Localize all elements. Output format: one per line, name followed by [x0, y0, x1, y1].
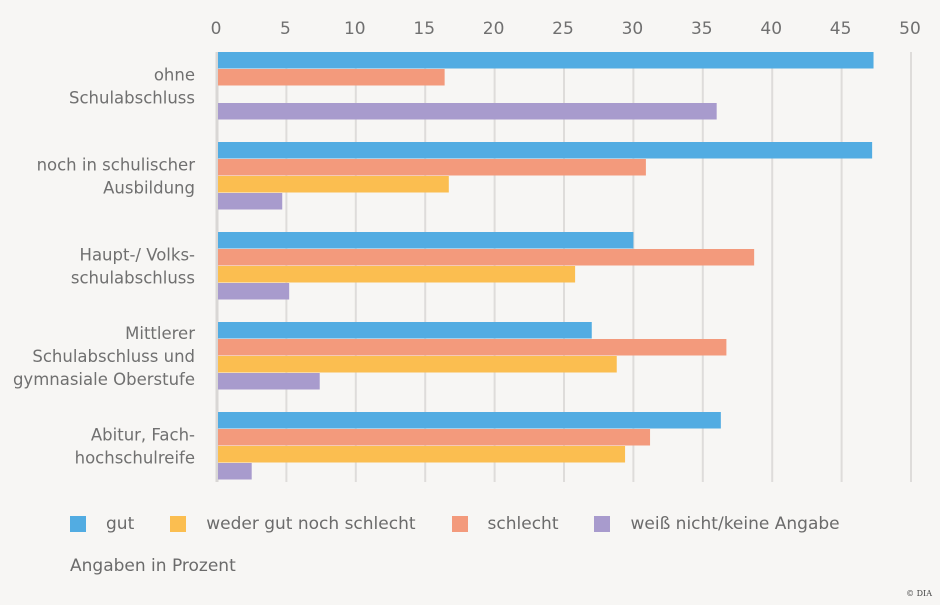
category-label: noch in schulischer: [37, 156, 196, 175]
category-label: Mittlerer: [125, 324, 195, 343]
copyright-credit: © DIA: [906, 589, 932, 598]
legend-item: weiß nicht/keine Angabe: [594, 514, 840, 534]
x-tick-label: 45: [830, 19, 852, 39]
legend-swatch: [170, 516, 187, 532]
bar-gut: [218, 52, 874, 69]
category-label: Abitur, Fach-: [91, 426, 195, 445]
legend: gut weder gut noch schlecht schlecht weiß n…: [70, 514, 876, 534]
category-label: schulabschluss: [71, 269, 195, 288]
bar-schlecht: [218, 159, 646, 176]
x-tick-label: 15: [413, 19, 435, 39]
category-label: Haupt-/ Volks-: [80, 246, 196, 265]
x-tick-label: 20: [483, 19, 505, 39]
bar-schlecht: [218, 429, 651, 446]
legend-item: gut: [70, 514, 134, 534]
bar-wei-nicht-keine-angabe: [218, 283, 290, 300]
bar-weder-gut-noch-schlecht: [218, 446, 626, 463]
legend-label: weder gut noch schlecht: [206, 514, 416, 534]
x-tick-label: 30: [622, 19, 644, 39]
legend-swatch: [451, 516, 468, 532]
legend-swatch: [70, 516, 86, 532]
x-tick-label: 25: [552, 19, 574, 39]
bar-wei-nicht-keine-angabe: [218, 103, 717, 120]
category-label: ohne: [154, 66, 195, 85]
bar-weder-gut-noch-schlecht: [218, 176, 449, 193]
x-tick-label: 40: [760, 19, 782, 39]
bar-weder-gut-noch-schlecht: [218, 356, 617, 373]
x-tick-label: 50: [899, 19, 921, 39]
bar-wei-nicht-keine-angabe: [218, 373, 320, 390]
bar-gut: [218, 412, 721, 429]
legend-item: schlecht: [451, 514, 559, 534]
legend-label: schlecht: [487, 514, 559, 534]
bar-schlecht: [218, 339, 727, 356]
x-tick-label: 0: [211, 19, 222, 39]
category-label: Ausbildung: [103, 179, 195, 198]
bar-gut: [218, 142, 873, 159]
legend-swatch: [594, 516, 611, 532]
legend-label: weiß nicht/keine Angabe: [630, 514, 840, 534]
unit-note: Angaben in Prozent: [70, 556, 236, 576]
x-tick-label: 35: [691, 19, 713, 39]
bar-gut: [218, 232, 634, 249]
x-tick-label: 10: [344, 19, 366, 39]
category-label: Schulabschluss und: [32, 347, 195, 366]
bar-schlecht: [218, 69, 445, 86]
bar-schlecht: [218, 249, 755, 266]
x-tick-label: 5: [280, 19, 291, 39]
category-label: gymnasiale Oberstufe: [13, 370, 195, 389]
bar-wei-nicht-keine-angabe: [218, 463, 252, 480]
legend-item: weder gut noch schlecht: [170, 514, 416, 534]
bar-weder-gut-noch-schlecht: [218, 266, 576, 283]
legend-label: gut: [106, 514, 135, 534]
category-label: Schulabschluss: [69, 89, 195, 108]
bar-wei-nicht-keine-angabe: [218, 193, 283, 210]
bar-gut: [218, 322, 592, 339]
category-label: hochschulreife: [75, 449, 195, 468]
